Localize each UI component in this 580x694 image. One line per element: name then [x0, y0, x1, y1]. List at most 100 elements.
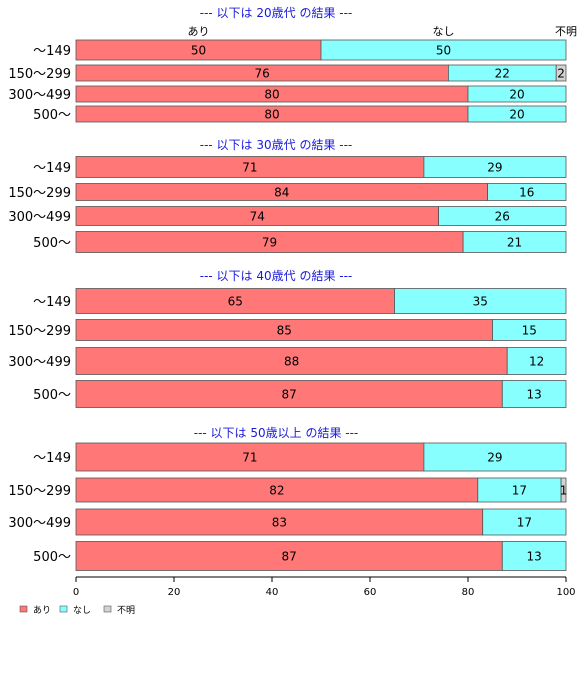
bar-row: ～149 65 35 — [33, 288, 567, 314]
bar-row: 300～499 88 12 — [8, 347, 567, 375]
bar-segment-2 — [492, 319, 567, 341]
category-label: 500～ — [33, 388, 71, 403]
segment-value-label: 20 — [509, 88, 524, 102]
bar-row: 500～ 87 13 — [33, 380, 567, 408]
bar-row: 150～299 82 17 1 — [8, 477, 567, 503]
x-tick-label: 60 — [364, 587, 377, 598]
x-axis: 0 20 40 60 80 100 — [73, 576, 576, 598]
bar-segment-1 — [75, 508, 484, 536]
x-tick-label: 20 — [168, 587, 181, 598]
segment-value-label: 26 — [495, 210, 510, 224]
segment-value-label: 20 — [509, 108, 524, 122]
bar-row: 150～299 84 16 — [8, 183, 567, 201]
segment-value-label: 12 — [529, 355, 544, 369]
bar-segment-1 — [75, 347, 508, 375]
group-title: --- 以下は 40歳代 の結果 --- — [200, 269, 353, 283]
bar-row: 500～ 79 21 — [33, 231, 567, 253]
segment-value-label: 21 — [507, 236, 522, 250]
category-label: ～149 — [33, 44, 71, 59]
category-label: 300～499 — [8, 88, 71, 103]
segment-value-label: 16 — [519, 186, 534, 200]
bar-segment-2 — [482, 508, 567, 536]
x-tick-label: 80 — [462, 587, 475, 598]
x-tick-label: 40 — [266, 587, 279, 598]
legend-label-3: 不明 — [117, 605, 135, 616]
category-label: 500～ — [33, 108, 71, 123]
segment-value-label: 13 — [527, 388, 542, 402]
bar-segment-1 — [75, 442, 425, 472]
x-tick-label: 0 — [73, 587, 79, 598]
category-label: 150～299 — [8, 484, 71, 499]
segment-value-label: 79 — [262, 236, 277, 250]
group-title: --- 以下は 20歳代 の結果 --- — [200, 6, 353, 20]
bar-row: 500～ 87 13 — [33, 541, 567, 571]
segment-value-label: 74 — [250, 210, 265, 224]
legend-label-1: あり — [33, 605, 51, 616]
segment-value-label: 84 — [274, 186, 289, 200]
segment-value-label: 80 — [264, 88, 279, 102]
bar-row: ～149 71 29 — [33, 156, 567, 178]
bar-segment-3 — [555, 64, 567, 82]
segment-value-label: 87 — [282, 550, 297, 564]
bar-row: 300～499 83 17 — [8, 508, 567, 536]
column-header-1: あり — [188, 25, 210, 38]
category-label: 500～ — [33, 236, 71, 251]
bar-segment-2 — [487, 183, 567, 201]
bar-segment-2 — [467, 105, 567, 123]
legend-swatch-3 — [103, 605, 112, 613]
bar-segment-2 — [501, 541, 567, 571]
category-label: 300～499 — [8, 516, 71, 531]
group-title: --- 以下は 30歳代 の結果 --- — [200, 138, 353, 152]
segment-value-label: 82 — [269, 484, 284, 498]
legend-swatch-2 — [59, 605, 68, 613]
bar-segment-2 — [467, 85, 567, 103]
segment-value-label: 17 — [512, 484, 527, 498]
bar-segment-2 — [438, 206, 567, 226]
x-tick-label: 100 — [556, 587, 575, 598]
segment-value-label: 35 — [473, 295, 488, 309]
segment-value-label: 87 — [282, 388, 297, 402]
category-label: 300～499 — [8, 355, 71, 370]
bar-row: 150～299 85 15 — [8, 319, 567, 341]
group-2: --- 以下は 30歳代 の結果 --- ～149 71 29 150～299 84 16 3… — [8, 138, 567, 253]
bar-row: 500～ 80 20 — [33, 105, 567, 123]
bar-segment-2 — [462, 231, 567, 253]
category-label: ～149 — [33, 295, 71, 310]
segment-value-label: 29 — [487, 161, 502, 175]
column-header-2: なし — [433, 25, 455, 38]
segment-value-label: 13 — [527, 550, 542, 564]
segment-value-label: 50 — [436, 44, 451, 58]
bar-segment-2 — [506, 347, 567, 375]
segment-value-label: 80 — [264, 108, 279, 122]
legend: あり なし 不明 — [19, 605, 135, 616]
category-label: 150～299 — [8, 67, 71, 82]
bar-segment-1 — [75, 541, 503, 571]
bar-segment-2 — [320, 39, 567, 61]
bar-row: 150～299 76 22 2 — [8, 64, 567, 82]
bar-segment-3 — [560, 477, 567, 503]
segment-value-label: 15 — [522, 324, 537, 338]
bar-segment-2 — [423, 442, 567, 472]
column-headers: あり なし 不明 — [188, 25, 578, 38]
category-label: 150～299 — [8, 186, 71, 201]
bar-row: 300～499 74 26 — [8, 206, 567, 226]
legend-swatch-1 — [19, 605, 28, 613]
segment-value-label: 76 — [255, 67, 270, 81]
segment-value-label: 2 — [557, 67, 565, 81]
segment-value-label: 29 — [487, 451, 502, 465]
segment-value-label: 88 — [284, 355, 299, 369]
group-title: --- 以下は 50歳以上 の結果 --- — [194, 426, 359, 440]
category-label: ～149 — [33, 161, 71, 176]
segment-value-label: 50 — [191, 44, 206, 58]
legend-label-2: なし — [73, 605, 91, 616]
bar-segment-2 — [501, 380, 567, 408]
column-header-3: 不明 — [555, 25, 577, 38]
segment-value-label: 17 — [517, 516, 532, 530]
category-label: 500～ — [33, 550, 71, 565]
bar-row: ～149 50 50 — [33, 39, 567, 61]
bar-row: ～149 71 29 — [33, 442, 567, 472]
bar-segment-1 — [75, 477, 479, 503]
bar-segment-1 — [75, 380, 503, 408]
